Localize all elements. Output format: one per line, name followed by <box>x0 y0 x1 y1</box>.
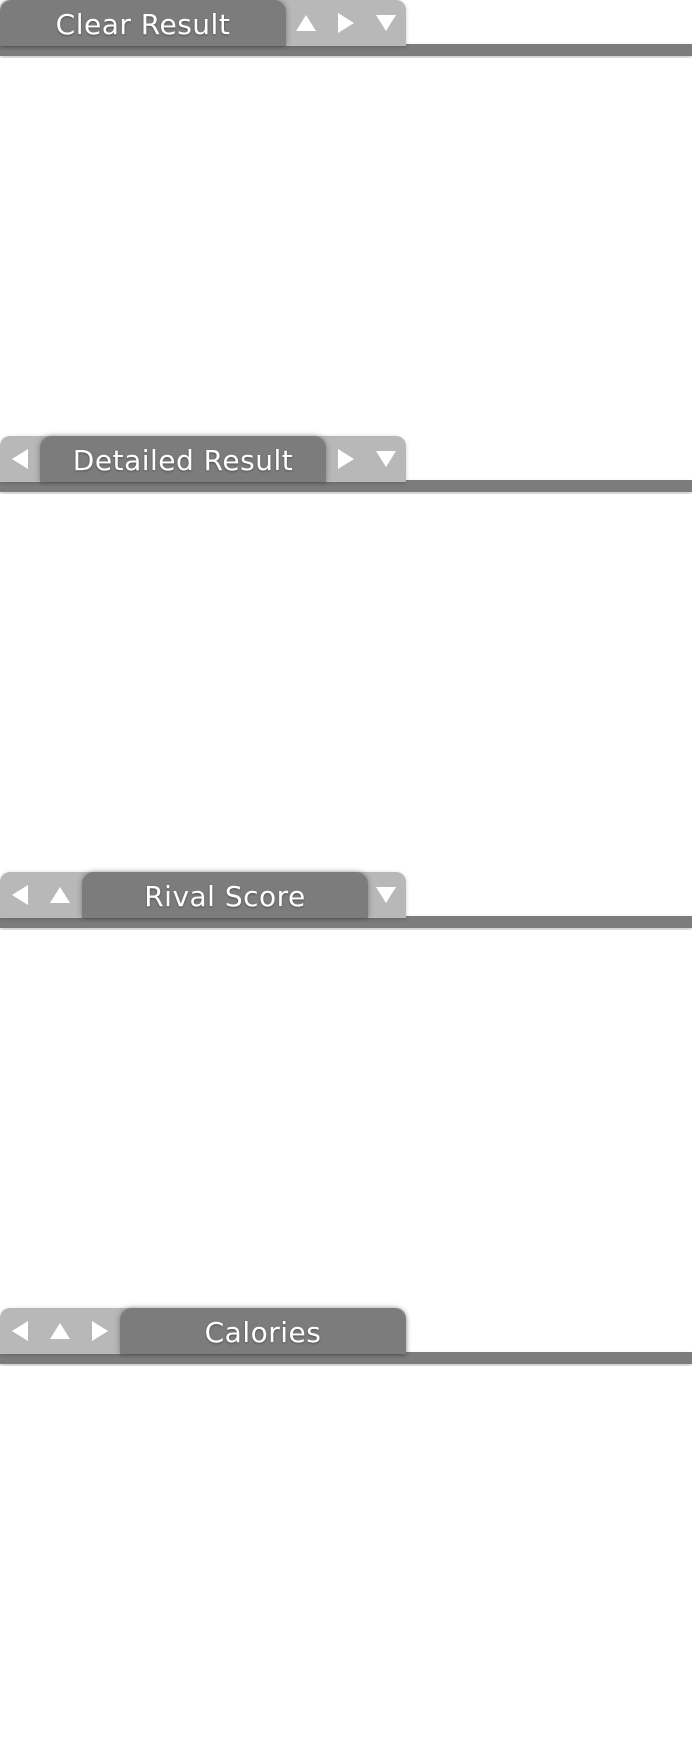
arrow-left-button[interactable] <box>0 872 40 918</box>
tab-bar: Detailed Result <box>0 436 692 492</box>
left-arrow-icon <box>12 1321 28 1341</box>
section-detailed-result: Detailed Result <box>0 436 692 872</box>
tab-bar: Calories <box>0 1308 692 1364</box>
tab-bar: Clear Result <box>0 0 692 56</box>
detailed-result-content <box>0 494 692 864</box>
arrow-down-button[interactable] <box>366 872 406 918</box>
section-rival-score: Rival Score <box>0 872 692 1308</box>
right-arrow-icon <box>92 1321 108 1341</box>
down-arrow-icon <box>376 15 396 31</box>
up-arrow-icon <box>50 1323 70 1339</box>
left-arrow-icon <box>12 449 28 469</box>
arrow-down-button[interactable] <box>366 0 406 46</box>
right-arrow-icon <box>338 13 354 33</box>
rival-score-content <box>0 930 692 1300</box>
clear-result-content <box>0 58 692 428</box>
up-arrow-icon <box>296 15 316 31</box>
arrow-up-button[interactable] <box>286 0 326 46</box>
tab-clear-result[interactable]: Clear Result <box>0 0 286 46</box>
calories-content <box>0 1366 692 1736</box>
section-clear-result: Clear Result <box>0 0 692 436</box>
tab-divider <box>0 916 692 928</box>
down-arrow-icon <box>376 451 396 467</box>
tab-divider <box>0 44 692 56</box>
right-arrow-icon <box>338 449 354 469</box>
arrow-down-button[interactable] <box>366 436 406 482</box>
tab-divider <box>0 480 692 492</box>
tab-detailed-result[interactable]: Detailed Result <box>40 436 326 482</box>
section-calories: Calories <box>0 1308 692 1744</box>
arrow-right-button[interactable] <box>80 1308 120 1354</box>
tab-calories[interactable]: Calories <box>120 1308 406 1354</box>
tab-divider <box>0 1352 692 1364</box>
arrow-right-button[interactable] <box>326 436 366 482</box>
arrow-left-button[interactable] <box>0 436 40 482</box>
left-arrow-icon <box>12 885 28 905</box>
up-arrow-icon <box>50 887 70 903</box>
tab-bar: Rival Score <box>0 872 692 928</box>
arrow-left-button[interactable] <box>0 1308 40 1354</box>
arrow-right-button[interactable] <box>326 0 366 46</box>
arrow-up-button[interactable] <box>40 1308 80 1354</box>
tab-rival-score[interactable]: Rival Score <box>82 872 368 918</box>
arrow-up-button[interactable] <box>40 872 80 918</box>
down-arrow-icon <box>376 887 396 903</box>
